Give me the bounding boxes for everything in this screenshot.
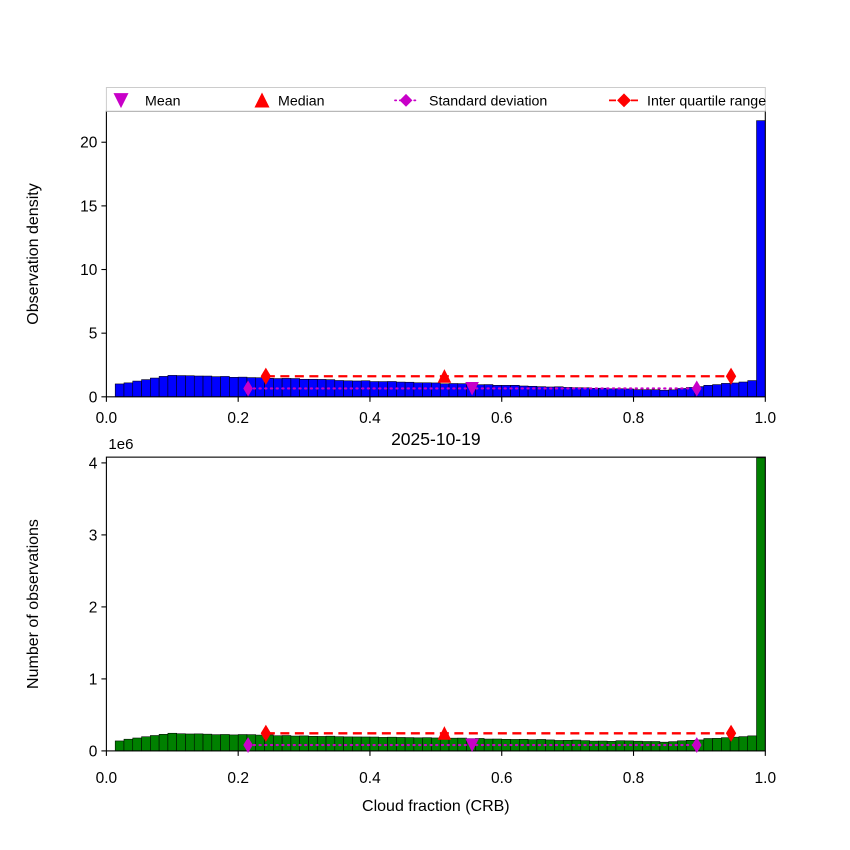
svg-text:20: 20: [80, 135, 98, 152]
svg-text:0: 0: [89, 389, 98, 406]
svg-text:Median: Median: [278, 93, 325, 109]
svg-text:2025-10-19: 2025-10-19: [391, 429, 481, 449]
svg-text:1: 1: [89, 671, 98, 688]
svg-text:0: 0: [89, 743, 98, 760]
svg-text:3: 3: [89, 527, 98, 544]
svg-text:Cloud fraction (CRB): Cloud fraction (CRB): [362, 798, 510, 815]
svg-text:15: 15: [80, 198, 97, 215]
svg-text:Mean: Mean: [145, 93, 181, 109]
svg-text:2: 2: [89, 599, 98, 616]
svg-text:10: 10: [80, 262, 98, 279]
svg-text:4: 4: [89, 455, 98, 472]
svg-text:1.0: 1.0: [755, 770, 777, 787]
svg-text:1e6: 1e6: [108, 436, 133, 453]
svg-text:0.0: 0.0: [96, 410, 118, 427]
svg-text:0.8: 0.8: [623, 410, 645, 427]
svg-text:0.6: 0.6: [491, 410, 513, 427]
svg-text:Number of observations: Number of observations: [25, 519, 42, 689]
svg-text:1.0: 1.0: [755, 410, 777, 427]
svg-text:Standard deviation: Standard deviation: [429, 93, 547, 109]
svg-text:0.2: 0.2: [227, 410, 249, 427]
svg-text:0.8: 0.8: [623, 770, 645, 787]
svg-text:0.6: 0.6: [491, 770, 513, 787]
svg-text:0.4: 0.4: [359, 770, 381, 787]
svg-text:5: 5: [89, 326, 98, 343]
svg-text:Inter quartile range: Inter quartile range: [647, 93, 766, 109]
svg-text:Observation density: Observation density: [25, 183, 42, 324]
svg-text:0.4: 0.4: [359, 410, 381, 427]
svg-text:0.0: 0.0: [96, 770, 118, 787]
svg-text:0.2: 0.2: [227, 770, 249, 787]
